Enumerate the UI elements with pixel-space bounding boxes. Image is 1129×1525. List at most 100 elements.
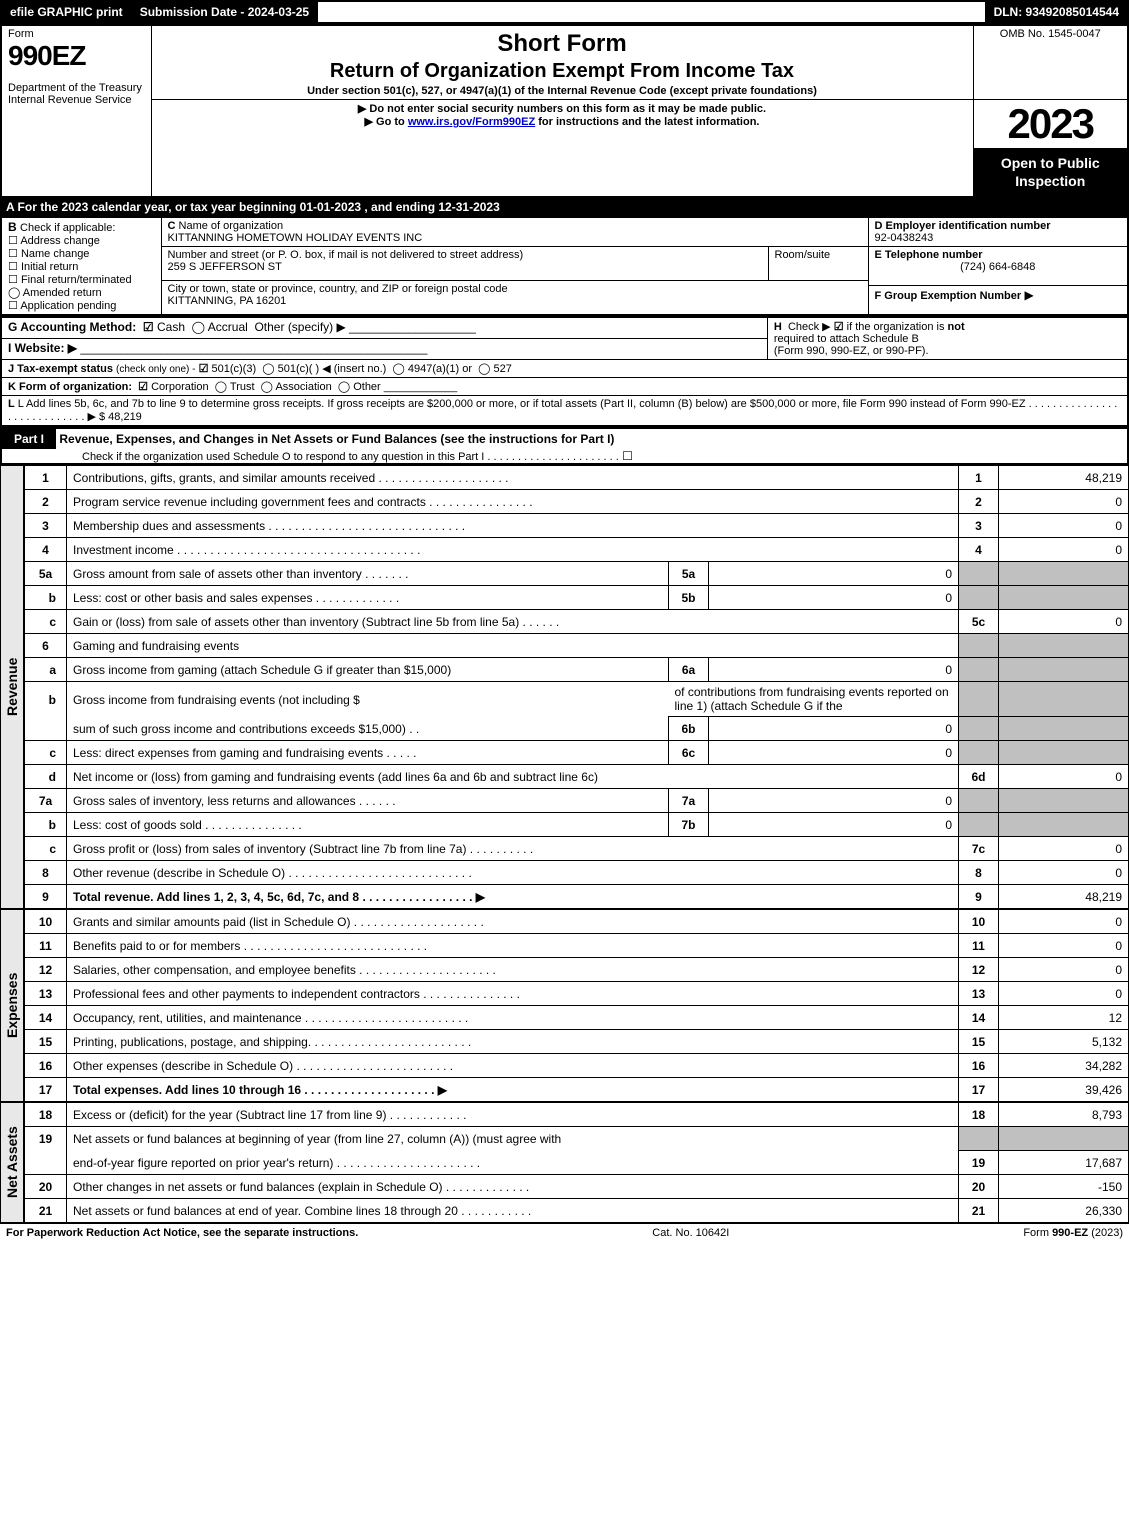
e-label: E Telephone number (875, 249, 983, 261)
part1-check-line: Check if the organization used Schedule … (2, 451, 619, 463)
title-return: Return of Organization Exempt From Incom… (158, 60, 967, 83)
l12-val: 0 (999, 958, 1129, 982)
netassets-section: Net Assets 18Excess or (deficit) for the… (0, 1102, 1129, 1223)
j-501c-check[interactable]: ◯ (262, 363, 274, 375)
city-value: KITTANNING, PA 16201 (168, 295, 862, 307)
l6c-num: c (25, 741, 67, 765)
l3-num: 3 (25, 514, 67, 538)
l5b-num: b (25, 586, 67, 610)
l19b-val: 17,687 (999, 1151, 1129, 1175)
h-not: not (948, 321, 965, 333)
l13-val: 0 (999, 982, 1129, 1006)
section-g: G Accounting Method: ☑ Cash ◯ Accrual Ot… (1, 317, 767, 339)
l11-num: 11 (25, 934, 67, 958)
checkbox-pending[interactable]: ☐ (8, 300, 18, 312)
l5b-desc: Less: cost or other basis and sales expe… (67, 586, 669, 610)
j-4947-check[interactable]: ◯ (392, 363, 404, 375)
page-footer: For Paperwork Reduction Act Notice, see … (0, 1223, 1129, 1242)
l9-num: 9 (25, 885, 67, 909)
l2-desc: Program service revenue including govern… (67, 490, 959, 514)
l6a-sl: 6a (669, 658, 709, 682)
footer-right-post: (2023) (1088, 1227, 1123, 1239)
l15-val: 5,132 (999, 1030, 1129, 1054)
section-d: D Employer identification number 92-0438… (868, 217, 1128, 247)
section-c-street: Number and street (or P. O. box, if mail… (161, 247, 768, 281)
cash-checkbox[interactable]: ☑ (143, 320, 154, 334)
part1-header: Part I Revenue, Expenses, and Changes in… (0, 427, 1129, 465)
l7a-desc: Gross sales of inventory, less returns a… (67, 789, 669, 813)
phone-value: (724) 664-6848 (875, 261, 1122, 273)
l6a-val (999, 658, 1129, 682)
j-opt2: 501(c)( ) ◀ (insert no.) (278, 363, 387, 375)
h-checkbox[interactable]: ☑ (834, 321, 844, 333)
checkbox-initial[interactable]: ☐ (8, 261, 18, 273)
checkbox-final[interactable]: ☐ (8, 274, 18, 286)
checkbox-amended[interactable]: ◯ (8, 287, 20, 299)
header-left-cell: Form 990EZ Department of the Treasury In… (1, 25, 151, 197)
d-label: D Employer identification number (875, 220, 1051, 232)
l7b-sv: 0 (709, 813, 959, 837)
l1-num: 1 (25, 466, 67, 490)
l7c-val: 0 (999, 837, 1129, 861)
irs-link[interactable]: www.irs.gov/Form990EZ (408, 116, 535, 128)
l4-desc: Investment income . . . . . . . . . . . … (67, 538, 959, 562)
k-trust: Trust (230, 381, 255, 393)
section-c-city: City or town, state or province, country… (161, 281, 868, 316)
l6c-sl: 6c (669, 741, 709, 765)
l7b-num: b (25, 813, 67, 837)
l8-num: 8 (25, 861, 67, 885)
cash-label: Cash (157, 320, 185, 334)
l11-ref: 11 (959, 934, 999, 958)
name-change-label: Name change (21, 248, 90, 260)
l13-desc: Professional fees and other payments to … (67, 982, 959, 1006)
l4-val: 0 (999, 538, 1129, 562)
j-501c3-check[interactable]: ☑ (199, 363, 209, 375)
k-assoc: Association (275, 381, 331, 393)
l7c-num: c (25, 837, 67, 861)
l5c-ref: 5c (959, 610, 999, 634)
k-other: Other (353, 381, 381, 393)
netassets-table: 18Excess or (deficit) for the year (Subt… (24, 1102, 1129, 1223)
k-assoc-check[interactable]: ◯ (261, 381, 273, 393)
l16-num: 16 (25, 1054, 67, 1078)
k-trust-check[interactable]: ◯ (215, 381, 227, 393)
l8-val: 0 (999, 861, 1129, 885)
dln-label: DLN: 93492085014544 (986, 2, 1127, 22)
l6-val (999, 634, 1129, 658)
city-label: City or town, state or province, country… (168, 283, 862, 295)
l9-ref: 9 (959, 885, 999, 909)
l14-num: 14 (25, 1006, 67, 1030)
h-text2: if the organization is (847, 321, 948, 333)
j-527-check[interactable]: ◯ (478, 363, 490, 375)
l1-ref: 1 (959, 466, 999, 490)
l9-desc-text: Total revenue. Add lines 1, 2, 3, 4, 5c,… (73, 890, 485, 904)
checkbox-name[interactable]: ☐ (8, 248, 18, 260)
l10-ref: 10 (959, 910, 999, 934)
l12-num: 12 (25, 958, 67, 982)
l5b-sv: 0 (709, 586, 959, 610)
checkbox-addr[interactable]: ☐ (8, 235, 18, 247)
section-b: B Check if applicable: ☐ Address change … (1, 217, 161, 315)
l5a-val (999, 562, 1129, 586)
part1-check[interactable]: ☐ (622, 449, 633, 463)
accrual-checkbox[interactable]: ◯ (192, 320, 205, 334)
warn-goto-post: for instructions and the latest informat… (535, 116, 759, 128)
accrual-label: Accrual (208, 320, 248, 334)
l6-desc: Gaming and fundraising events (67, 634, 959, 658)
l19b-num (25, 1151, 67, 1175)
footer-right-pre: Form (1023, 1227, 1052, 1239)
header-center-cell: Short Form Return of Organization Exempt… (151, 25, 973, 100)
form-header: Form 990EZ Department of the Treasury In… (0, 24, 1129, 198)
k-corp-check[interactable]: ☑ (138, 381, 148, 393)
l6d-desc: Net income or (loss) from gaming and fun… (67, 765, 959, 789)
section-j: J Tax-exempt status (check only one) - ☑… (1, 360, 1128, 378)
k-other-check[interactable]: ◯ (338, 381, 350, 393)
section-e: E Telephone number (724) 664-6848 (868, 247, 1128, 286)
final-label: Final return/terminated (21, 274, 132, 286)
i-label: I Website: ▶ (8, 341, 77, 355)
l19a-desc: Net assets or fund balances at beginning… (67, 1127, 959, 1151)
l17-num: 17 (25, 1078, 67, 1102)
room-suite-cell: Room/suite (768, 247, 868, 281)
efile-label[interactable]: efile GRAPHIC print (2, 2, 132, 22)
footer-mid: Cat. No. 10642I (652, 1227, 729, 1239)
